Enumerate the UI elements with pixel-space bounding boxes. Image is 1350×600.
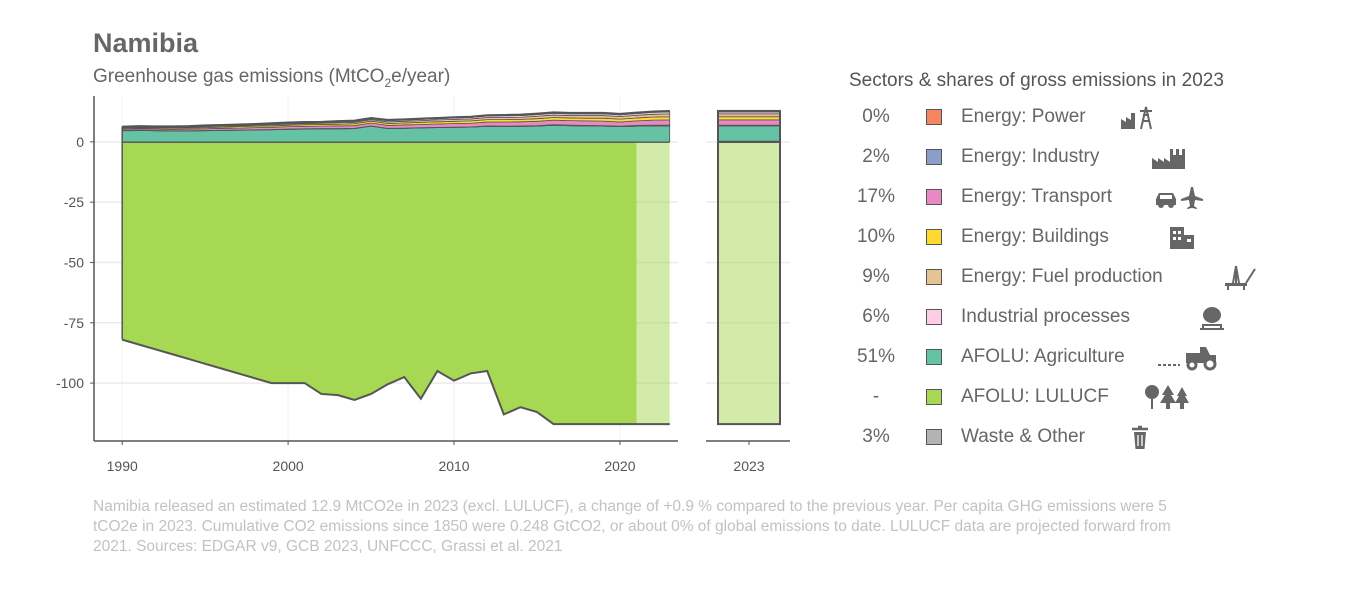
legend-label: Waste & Other	[961, 426, 1085, 447]
legend-item: 2% Energy: Industry	[840, 140, 1340, 180]
legend-label: Energy: Industry	[961, 146, 1100, 167]
subtitle-suffix: e/year)	[391, 66, 451, 87]
legend-item: 3% Waste & Other	[840, 420, 1340, 460]
y-tick-label: -50	[64, 254, 84, 270]
legend-item: 17% Energy: Transport	[840, 180, 1340, 220]
legend: 0% Energy: Power 2% Energy: Industry 17% Ener…	[840, 100, 1340, 460]
legend-label: Energy: Transport	[961, 186, 1113, 207]
legend-swatch	[926, 189, 942, 205]
y-tick-label: -75	[64, 315, 84, 331]
x-tick-label-2023: 2023	[733, 458, 764, 474]
legend-swatch	[926, 109, 942, 125]
legend-share: 9%	[862, 266, 890, 287]
legend-label: AFOLU: LULUCF	[961, 386, 1109, 407]
bar-2023-energy-buildings	[717, 116, 781, 121]
legend-label: Energy: Power	[961, 106, 1086, 127]
legend-item: 51% AFOLU: Agriculture	[840, 340, 1340, 380]
legend-label: Energy: Buildings	[961, 226, 1109, 247]
legend-share: 17%	[856, 186, 896, 207]
legend-share: 2%	[862, 146, 890, 167]
chart-subtitle: Greenhouse gas emissions (MtCO2e/year)	[93, 66, 450, 90]
car-plane-icon	[1153, 183, 1223, 211]
legend-swatch	[926, 229, 942, 245]
y-tick-label: -25	[64, 194, 84, 210]
legend-swatch	[926, 149, 942, 165]
cement-mixer-icon	[1194, 303, 1264, 331]
legend-swatch	[926, 309, 942, 325]
y-tick-label: 0	[76, 134, 84, 150]
legend-item: 0% Energy: Power	[840, 100, 1340, 140]
legend-share: 0%	[862, 106, 890, 127]
buildings-icon	[1164, 223, 1234, 251]
factory-icon	[1150, 143, 1220, 171]
subtitle-subscript: 2	[384, 75, 392, 90]
legend-share: 51%	[856, 346, 896, 367]
line-lulucf	[121, 338, 670, 426]
legend-swatch	[926, 269, 942, 285]
x-tick-label: 1990	[107, 458, 138, 474]
x-tick-label: 2020	[604, 458, 635, 474]
legend-label: Energy: Fuel production	[961, 266, 1163, 287]
emissions-chart: 2023 0 -25 -50 -75 -100 1990 2000 2010 2020	[56, 96, 790, 474]
power-plant-icon	[1119, 103, 1189, 131]
y-tick-label: -100	[56, 375, 84, 391]
legend-label: Industrial processes	[961, 306, 1130, 327]
bar-2023-afolu-agriculture	[717, 125, 781, 143]
legend-swatch	[926, 349, 942, 365]
trees-icon	[1142, 383, 1212, 411]
legend-label: AFOLU: Agriculture	[961, 346, 1125, 367]
legend-share: -	[872, 386, 880, 407]
bar-2023-energy-transport	[717, 119, 781, 126]
area-lulucf	[122, 141, 637, 425]
legend-title: Sectors & shares of gross emissions in 2…	[849, 70, 1224, 91]
legend-share: 6%	[862, 306, 890, 327]
x-tick-label: 2010	[438, 458, 469, 474]
tractor-icon	[1156, 343, 1226, 371]
legend-item: 6% Industrial processes	[840, 300, 1340, 340]
legend-swatch	[926, 429, 942, 445]
legend-share: 10%	[856, 226, 896, 247]
bar-2023-lulucf	[717, 140, 781, 426]
year-2023-panel: 2023	[706, 109, 790, 474]
legend-item: 10% Energy: Buildings	[840, 220, 1340, 260]
stacked-areas	[121, 109, 671, 426]
chart-caption: Namibia released an estimated 12.9 MtCO2…	[93, 498, 1171, 555]
subtitle-prefix: Greenhouse gas emissions (MtCO	[93, 66, 385, 87]
bar-2023-energy-fuel-production	[717, 113, 781, 118]
area-lulucf-projected	[636, 141, 670, 425]
legend-item: - AFOLU: LULUCF	[840, 380, 1340, 420]
legend-swatch	[926, 389, 942, 405]
legend-share: 3%	[862, 426, 890, 447]
chart-title: Namibia	[93, 28, 199, 58]
oil-rig-icon	[1222, 263, 1292, 291]
line-total	[122, 109, 670, 128]
legend-item: 9% Energy: Fuel production	[840, 260, 1340, 300]
axes: 0 -25 -50 -75 -100 1990 2000 2010 2020	[56, 96, 678, 474]
x-tick-label: 2000	[273, 458, 304, 474]
trash-icon	[1124, 423, 1194, 451]
